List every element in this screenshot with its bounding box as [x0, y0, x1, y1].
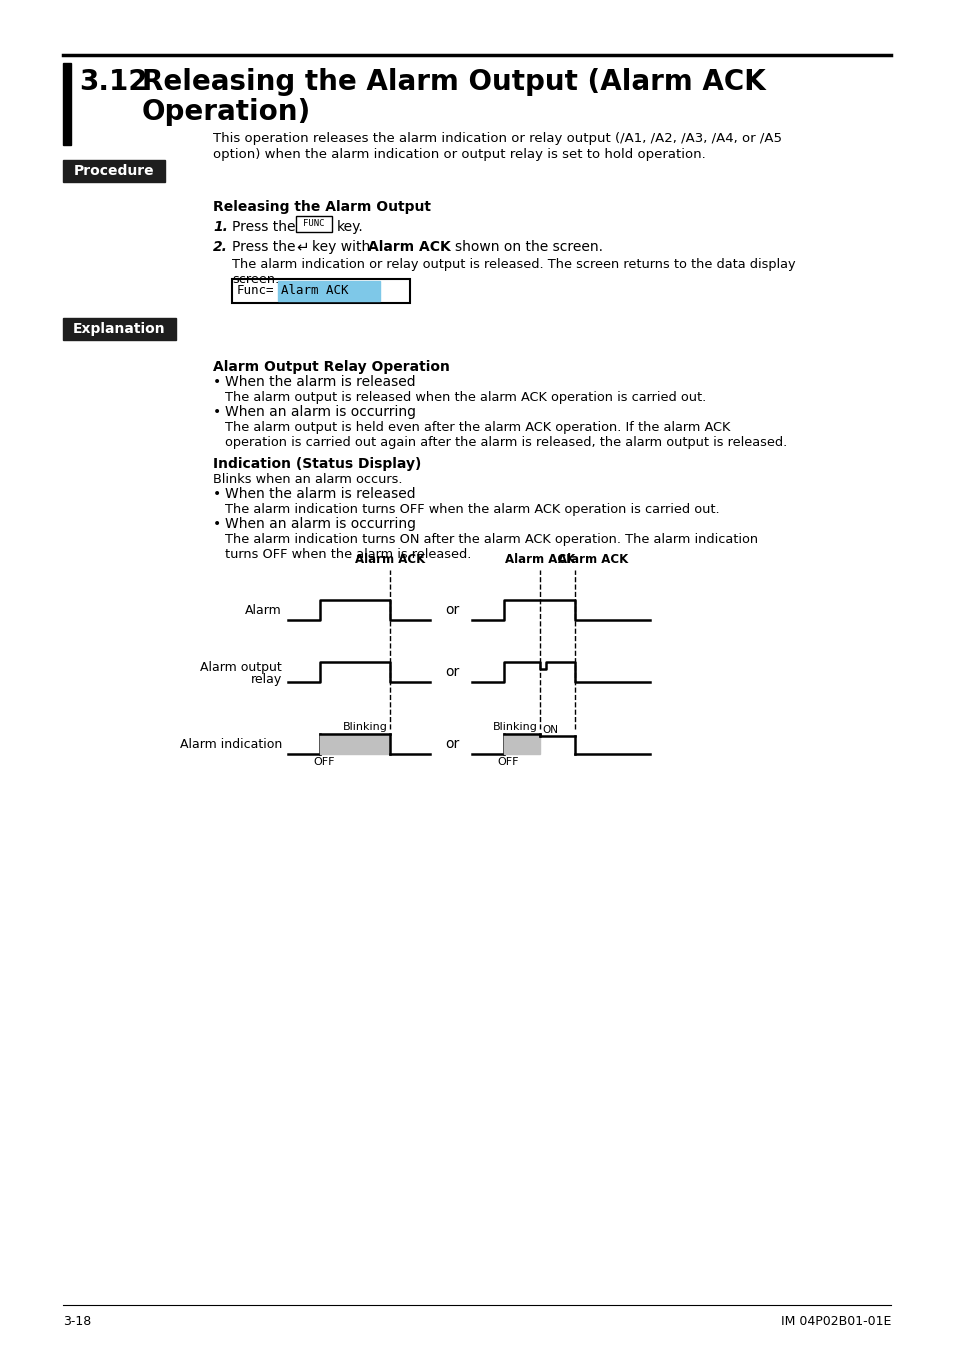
Text: The alarm output is held even after the alarm ACK operation. If the alarm ACK: The alarm output is held even after the … — [225, 421, 730, 433]
Text: Func=: Func= — [236, 285, 274, 297]
Text: The alarm indication turns OFF when the alarm ACK operation is carried out.: The alarm indication turns OFF when the … — [225, 504, 719, 516]
Text: 3.12: 3.12 — [79, 68, 148, 96]
Text: The alarm output is released when the alarm ACK operation is carried out.: The alarm output is released when the al… — [225, 392, 705, 404]
Text: Blinks when an alarm occurs.: Blinks when an alarm occurs. — [213, 472, 402, 486]
Text: Alarm ACK: Alarm ACK — [355, 554, 425, 566]
Bar — [319, 734, 390, 755]
Text: IM 04P02B01-01E: IM 04P02B01-01E — [780, 1315, 890, 1328]
Text: OFF: OFF — [313, 757, 335, 767]
Text: When an alarm is occurring: When an alarm is occurring — [225, 405, 416, 418]
Bar — [295, 216, 332, 232]
Text: key with: key with — [312, 240, 370, 254]
Text: screen.: screen. — [232, 273, 279, 286]
Bar — [63, 161, 165, 182]
Text: option) when the alarm indication or output relay is set to hold operation.: option) when the alarm indication or out… — [213, 148, 705, 161]
Text: Explanation: Explanation — [73, 323, 166, 336]
Text: Operation): Operation) — [142, 99, 311, 126]
Text: or: or — [444, 666, 458, 679]
Text: OFF: OFF — [497, 757, 518, 767]
Text: Alarm indication: Alarm indication — [179, 737, 282, 751]
Text: shown on the screen.: shown on the screen. — [455, 240, 602, 254]
Text: relay: relay — [251, 674, 282, 687]
Text: 3-18: 3-18 — [63, 1315, 91, 1328]
Text: When the alarm is released: When the alarm is released — [225, 487, 416, 501]
Text: Alarm Output Relay Operation: Alarm Output Relay Operation — [213, 360, 450, 374]
Bar — [63, 319, 175, 340]
Text: Alarm: Alarm — [245, 603, 282, 617]
Text: When the alarm is released: When the alarm is released — [225, 375, 416, 389]
Text: •: • — [213, 517, 221, 531]
Text: This operation releases the alarm indication or relay output (/A1, /A2, /A3, /A4: This operation releases the alarm indica… — [213, 132, 781, 144]
Bar — [232, 279, 410, 302]
Text: Alarm ACK: Alarm ACK — [504, 554, 575, 566]
Text: The alarm indication turns ON after the alarm ACK operation. The alarm indicatio: The alarm indication turns ON after the … — [225, 533, 758, 545]
Text: When an alarm is occurring: When an alarm is occurring — [225, 517, 416, 531]
Text: Blinking: Blinking — [493, 722, 537, 732]
Text: 2.: 2. — [213, 240, 228, 254]
Text: •: • — [213, 375, 221, 389]
Text: Procedure: Procedure — [73, 163, 154, 178]
Text: Press the: Press the — [232, 220, 295, 234]
Text: Alarm ACK: Alarm ACK — [558, 554, 627, 566]
Text: ↵: ↵ — [295, 239, 309, 254]
Text: •: • — [213, 405, 221, 418]
Text: or: or — [444, 737, 458, 751]
Text: 1.: 1. — [213, 220, 228, 234]
Text: Releasing the Alarm Output: Releasing the Alarm Output — [213, 200, 431, 215]
Text: operation is carried out again after the alarm is released, the alarm output is : operation is carried out again after the… — [225, 436, 786, 450]
Text: Blinking: Blinking — [343, 722, 388, 732]
Text: Releasing the Alarm Output (Alarm ACK: Releasing the Alarm Output (Alarm ACK — [142, 68, 765, 96]
Bar — [503, 734, 539, 755]
Text: Alarm output: Alarm output — [200, 662, 282, 675]
Bar — [63, 63, 71, 144]
Bar — [277, 281, 379, 301]
Text: FUNC: FUNC — [303, 220, 324, 228]
Text: The alarm indication or relay output is released. The screen returns to the data: The alarm indication or relay output is … — [232, 258, 795, 271]
Text: •: • — [213, 487, 221, 501]
Text: Alarm ACK: Alarm ACK — [281, 285, 348, 297]
Text: Alarm ACK: Alarm ACK — [368, 240, 450, 254]
Text: key.: key. — [336, 220, 363, 234]
Text: turns OFF when the alarm is released.: turns OFF when the alarm is released. — [225, 548, 471, 562]
Text: ON: ON — [541, 725, 558, 734]
Text: or: or — [444, 603, 458, 617]
Text: Indication (Status Display): Indication (Status Display) — [213, 458, 421, 471]
Text: Press the: Press the — [232, 240, 295, 254]
